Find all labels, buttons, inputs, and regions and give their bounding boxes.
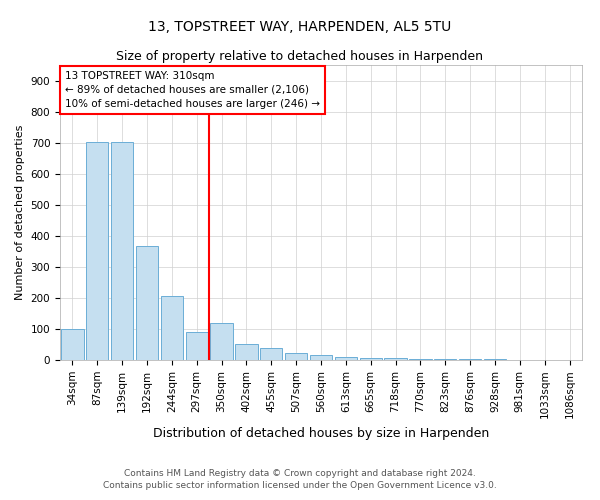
Text: 13 TOPSTREET WAY: 310sqm
← 89% of detached houses are smaller (2,106)
10% of sem: 13 TOPSTREET WAY: 310sqm ← 89% of detach… (65, 71, 320, 109)
Bar (285, 353, 307, 360)
Bar (211, 322, 233, 360)
Y-axis label: Number of detached properties: Number of detached properties (15, 125, 25, 300)
Text: 13, TOPSTREET WAY, HARPENDEN, AL5 5TU: 13, TOPSTREET WAY, HARPENDEN, AL5 5TU (148, 20, 452, 34)
Bar (409, 359, 431, 360)
Bar (335, 357, 357, 360)
Bar (86, 142, 109, 360)
Bar (185, 332, 208, 360)
X-axis label: Distribution of detached houses by size in Harpenden: Distribution of detached houses by size … (153, 426, 489, 440)
Bar (434, 359, 457, 360)
Bar (136, 246, 158, 360)
Bar (359, 358, 382, 360)
Bar (260, 348, 283, 360)
Bar (385, 358, 407, 360)
Bar (310, 356, 332, 360)
Text: Contains HM Land Registry data © Crown copyright and database right 2024.
Contai: Contains HM Land Registry data © Crown c… (103, 468, 497, 490)
Text: Size of property relative to detached houses in Harpenden: Size of property relative to detached ho… (116, 50, 484, 63)
Bar (235, 344, 257, 360)
Bar (61, 329, 83, 360)
Bar (111, 142, 133, 360)
Bar (161, 296, 183, 360)
